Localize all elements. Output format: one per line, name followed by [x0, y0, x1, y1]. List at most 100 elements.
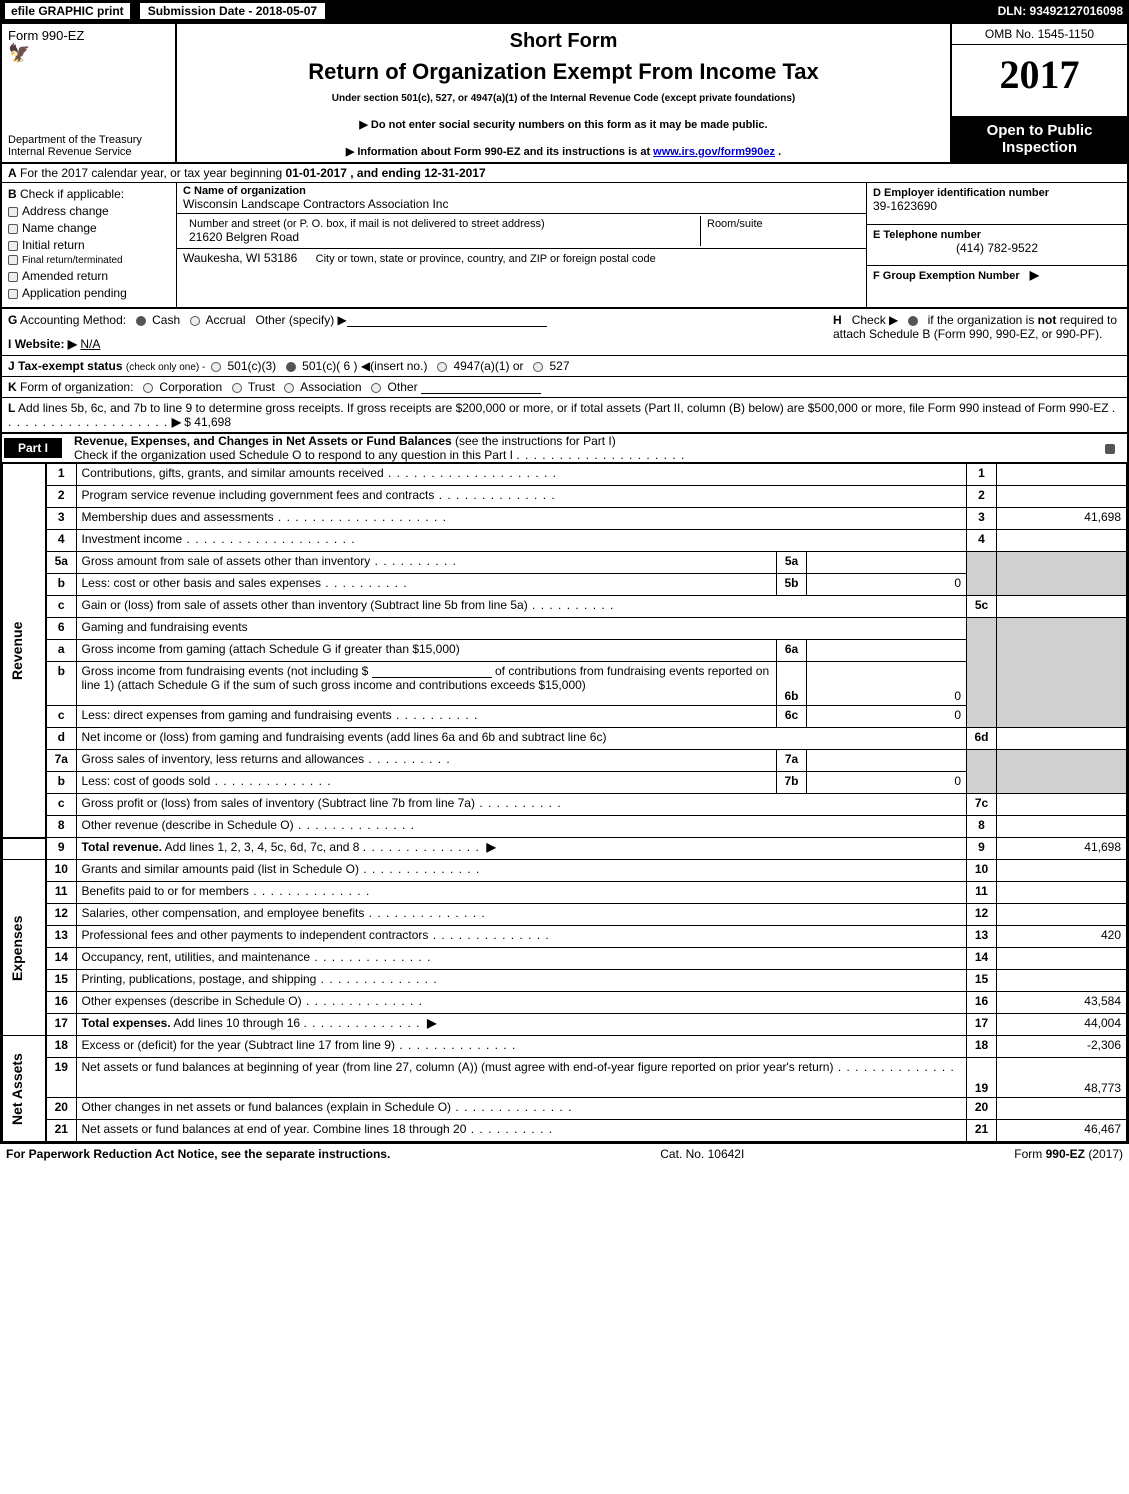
mini-val-6b: 0 [807, 662, 967, 706]
row-14: 14 Occupancy, rent, utilities, and maint… [3, 948, 1127, 970]
num-14: 14 [967, 948, 997, 970]
part1-check-line: Check if the organization used Schedule … [74, 448, 513, 462]
l-letter: L [8, 401, 15, 415]
part1-dots [516, 448, 685, 462]
ln-11: 11 [46, 882, 76, 904]
row-8: 8 Other revenue (describe in Schedule O)… [3, 816, 1127, 838]
radio-4947[interactable] [437, 362, 447, 372]
radio-cash[interactable] [136, 316, 146, 326]
radio-527[interactable] [533, 362, 543, 372]
dept-treasury: Department of the Treasury Internal Reve… [8, 134, 169, 158]
c-name-row: C Name of organization Wisconsin Landsca… [177, 183, 866, 214]
e-label: E Telephone number [873, 229, 981, 241]
row-11: 11 Benefits paid to or for members 11 [3, 882, 1127, 904]
part1-table: Revenue 1 Contributions, gifts, grants, … [2, 463, 1127, 1142]
num-18: 18 [967, 1036, 997, 1058]
short-form-title: Short Form [183, 30, 944, 53]
radio-other-org[interactable] [371, 383, 381, 393]
radio-corp[interactable] [143, 383, 153, 393]
mini-ln-6c: 6c [777, 706, 807, 728]
form-number: 990-EZ [42, 28, 85, 43]
val-11 [997, 882, 1127, 904]
part1-schedule-o-checkbox[interactable] [1105, 444, 1115, 454]
ln-13: 13 [46, 926, 76, 948]
open-line2: Inspection [956, 139, 1123, 156]
g-letter: G [8, 313, 17, 327]
k-o3: Association [300, 380, 361, 394]
box-c: C Name of organization Wisconsin Landsca… [177, 183, 867, 307]
mini-ln-5b: 5b [777, 574, 807, 596]
c-name-label: C Name of organization [183, 185, 306, 197]
topbar-left: efile GRAPHIC print Submission Date - 20… [0, 0, 326, 22]
c-city-label: City or town, state or province, country… [316, 253, 656, 265]
ln-15: 15 [46, 970, 76, 992]
checkbox-initial-return[interactable] [8, 241, 18, 251]
ln-16: 16 [46, 992, 76, 1014]
row-13: 13 Professional fees and other payments … [3, 926, 1127, 948]
val-18: -2,306 [997, 1036, 1127, 1058]
radio-501c[interactable] [286, 362, 296, 372]
dots-12 [364, 906, 485, 920]
row-15: 15 Printing, publications, postage, and … [3, 970, 1127, 992]
desc-8: Other revenue (describe in Schedule O) [82, 818, 294, 832]
note2-post: . [778, 146, 781, 158]
radio-accrual[interactable] [190, 316, 200, 326]
part1-end-checkbox-wrap [1105, 441, 1127, 455]
radio-assoc[interactable] [284, 383, 294, 393]
mini-val-6a [807, 640, 967, 662]
row-6c: c Less: direct expenses from gaming and … [3, 706, 1127, 728]
radio-trust[interactable] [232, 383, 242, 393]
shade-7ab [967, 750, 997, 794]
num-13: 13 [967, 926, 997, 948]
b-item-1: Name change [22, 221, 97, 235]
g-other-input[interactable] [347, 313, 547, 327]
efile-topbar: efile GRAPHIC print Submission Date - 20… [0, 0, 1129, 22]
desc-6d: Net income or (loss) from gaming and fun… [82, 730, 607, 744]
checkbox-amended-return[interactable] [8, 272, 18, 282]
num-3: 3 [967, 508, 997, 530]
ln-6: 6 [46, 618, 76, 640]
h-checkbox[interactable] [908, 316, 918, 326]
d-value: 39-1623690 [873, 199, 937, 213]
ln-4: 4 [46, 530, 76, 552]
box-b-title: Check if applicable: [20, 187, 124, 201]
ln-7b: b [46, 772, 76, 794]
efile-print-button[interactable]: efile GRAPHIC print [4, 2, 131, 20]
ln-6b: b [46, 662, 76, 706]
num-15: 15 [967, 970, 997, 992]
mini-val-7b: 0 [807, 772, 967, 794]
part1-title: Revenue, Expenses, and Changes in Net As… [74, 434, 452, 448]
desc-19: Net assets or fund balances at beginning… [82, 1060, 834, 1074]
shade-6 [967, 618, 997, 728]
under-section: Under section 501(c), 527, or 4947(a)(1)… [183, 93, 944, 104]
checkbox-application-pending[interactable] [8, 289, 18, 299]
k-other-input[interactable] [421, 380, 541, 394]
b-item-4: Amended return [22, 269, 108, 283]
j-sub: (check only one) - [126, 362, 208, 373]
row-17: 17 Total expenses. Add lines 10 through … [3, 1014, 1127, 1036]
irs-eagle-icon: 🦅 [8, 43, 169, 64]
val-5c [997, 596, 1127, 618]
j-label: Tax-exempt status [18, 359, 122, 373]
radio-501c3[interactable] [211, 362, 221, 372]
val-21: 46,467 [997, 1120, 1127, 1142]
checkbox-address-change[interactable] [8, 207, 18, 217]
mini-ln-7b: 7b [777, 772, 807, 794]
i-letter: I [8, 337, 11, 351]
num-10: 10 [967, 860, 997, 882]
desc-16: Other expenses (describe in Schedule O) [82, 994, 302, 1008]
form990ez-link[interactable]: www.irs.gov/form990ez [653, 146, 775, 158]
checkbox-final-return[interactable] [8, 255, 18, 265]
input-6b-amount[interactable] [372, 664, 492, 678]
row-6: 6 Gaming and fundraising events [3, 618, 1127, 640]
val-3: 41,698 [997, 508, 1127, 530]
open-line1: Open to Public [956, 122, 1123, 139]
checkbox-name-change[interactable] [8, 224, 18, 234]
header-note2: ▶ Information about Form 990-EZ and its … [183, 145, 944, 158]
tax-year: 2017 [952, 45, 1127, 116]
desc-9-bold: Total revenue. [82, 840, 162, 854]
footer-right-bold: 990-EZ [1046, 1147, 1085, 1161]
val-14 [997, 948, 1127, 970]
row-5a: 5a Gross amount from sale of assets othe… [3, 552, 1127, 574]
mini-ln-5a: 5a [777, 552, 807, 574]
